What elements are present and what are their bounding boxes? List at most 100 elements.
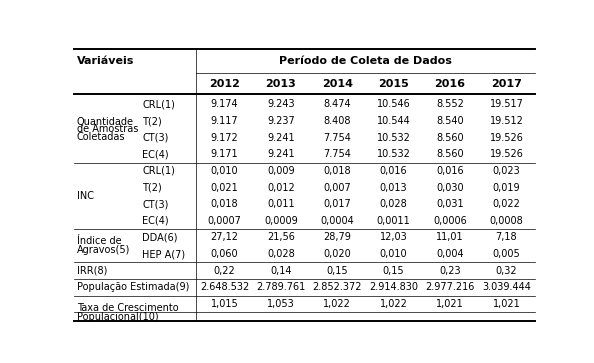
Text: 0,0008: 0,0008	[489, 216, 523, 226]
Text: 0,005: 0,005	[492, 249, 520, 259]
Text: 9.241: 9.241	[267, 149, 295, 159]
Text: Período de Coleta de Dados: Período de Coleta de Dados	[279, 56, 452, 66]
Text: 2.789.761: 2.789.761	[256, 282, 305, 292]
Text: 8.560: 8.560	[436, 149, 464, 159]
Text: 1,053: 1,053	[267, 299, 295, 309]
Text: 0,010: 0,010	[211, 166, 238, 176]
Text: 19.517: 19.517	[489, 99, 523, 109]
Text: INC: INC	[77, 191, 93, 201]
Text: 2014: 2014	[322, 79, 353, 89]
Text: Índice de: Índice de	[77, 236, 121, 246]
Text: 7.754: 7.754	[323, 133, 351, 143]
Text: EC(4): EC(4)	[143, 149, 169, 159]
Text: 0,022: 0,022	[492, 199, 520, 209]
Text: 0,016: 0,016	[380, 166, 407, 176]
Text: CT(3): CT(3)	[143, 133, 169, 143]
Text: 19.512: 19.512	[489, 116, 523, 126]
Text: 0,011: 0,011	[267, 199, 295, 209]
Text: 0,15: 0,15	[327, 266, 348, 276]
Text: 0,017: 0,017	[323, 199, 351, 209]
Text: 0,007: 0,007	[323, 183, 351, 193]
Text: 0,0011: 0,0011	[377, 216, 410, 226]
Text: 2.914.830: 2.914.830	[369, 282, 418, 292]
Text: 1,021: 1,021	[436, 299, 464, 309]
Text: HEP A(7): HEP A(7)	[143, 249, 185, 259]
Text: 2016: 2016	[434, 79, 466, 89]
Text: T(2): T(2)	[143, 183, 162, 193]
Text: 9.171: 9.171	[211, 149, 238, 159]
Text: 27,12: 27,12	[210, 232, 238, 242]
Text: 0,028: 0,028	[380, 199, 407, 209]
Text: 2017: 2017	[491, 79, 522, 89]
Text: de Amostras: de Amostras	[77, 125, 138, 134]
Text: 0,32: 0,32	[495, 266, 517, 276]
Text: 0,018: 0,018	[211, 199, 238, 209]
Text: 8.408: 8.408	[324, 116, 351, 126]
Text: 2.852.372: 2.852.372	[312, 282, 362, 292]
Text: 9.237: 9.237	[267, 116, 295, 126]
Text: 19.526: 19.526	[489, 149, 523, 159]
Text: 8.560: 8.560	[436, 133, 464, 143]
Text: 0,23: 0,23	[439, 266, 461, 276]
Text: 1,015: 1,015	[210, 299, 238, 309]
Text: 0,009: 0,009	[267, 166, 295, 176]
Text: 0,020: 0,020	[323, 249, 351, 259]
Text: 1,022: 1,022	[323, 299, 351, 309]
Text: 2015: 2015	[378, 79, 409, 89]
Text: 9.174: 9.174	[211, 99, 238, 109]
Text: 0,0009: 0,0009	[264, 216, 298, 226]
Text: 2.977.216: 2.977.216	[425, 282, 475, 292]
Text: População Estimada(9): População Estimada(9)	[77, 282, 189, 292]
Text: 0,010: 0,010	[380, 249, 407, 259]
Text: 0,021: 0,021	[210, 183, 238, 193]
Text: 10.532: 10.532	[377, 149, 410, 159]
Text: IRR(8): IRR(8)	[77, 266, 107, 276]
Text: 9.172: 9.172	[210, 133, 238, 143]
Text: 11,01: 11,01	[436, 232, 464, 242]
Text: Agravos(5): Agravos(5)	[77, 245, 130, 255]
Text: 3.039.444: 3.039.444	[482, 282, 531, 292]
Text: 9.241: 9.241	[267, 133, 295, 143]
Text: 0,031: 0,031	[436, 199, 464, 209]
Text: 0,018: 0,018	[323, 166, 351, 176]
Text: 0,004: 0,004	[436, 249, 464, 259]
Text: 2013: 2013	[266, 79, 296, 89]
Text: 8.474: 8.474	[323, 99, 351, 109]
Text: 8.540: 8.540	[436, 116, 464, 126]
Text: 12,03: 12,03	[380, 232, 407, 242]
Text: 0,023: 0,023	[492, 166, 520, 176]
Text: 0,028: 0,028	[267, 249, 295, 259]
Text: 0,0007: 0,0007	[207, 216, 241, 226]
Text: 0,016: 0,016	[436, 166, 464, 176]
Text: 8.552: 8.552	[436, 99, 464, 109]
Text: CRL(1): CRL(1)	[143, 166, 175, 176]
Text: CRL(1): CRL(1)	[143, 99, 175, 109]
Text: 10.532: 10.532	[377, 133, 410, 143]
Text: 9.117: 9.117	[211, 116, 238, 126]
Text: Populacional(10): Populacional(10)	[77, 312, 158, 322]
Text: 7.754: 7.754	[323, 149, 351, 159]
Text: Variáveis: Variáveis	[77, 56, 134, 66]
Text: T(2): T(2)	[143, 116, 162, 126]
Text: 28,79: 28,79	[323, 232, 351, 242]
Text: 0,019: 0,019	[492, 183, 520, 193]
Text: 0,0004: 0,0004	[320, 216, 354, 226]
Text: 9.243: 9.243	[267, 99, 295, 109]
Text: 1,021: 1,021	[492, 299, 520, 309]
Text: 0,14: 0,14	[270, 266, 292, 276]
Text: CT(3): CT(3)	[143, 199, 169, 209]
Text: 7,18: 7,18	[495, 232, 517, 242]
Text: 10.546: 10.546	[377, 99, 410, 109]
Text: 0,15: 0,15	[383, 266, 405, 276]
Text: 0,0006: 0,0006	[433, 216, 467, 226]
Text: 21,56: 21,56	[267, 232, 295, 242]
Text: 1,022: 1,022	[380, 299, 407, 309]
Text: 10.544: 10.544	[377, 116, 410, 126]
Text: 0,060: 0,060	[211, 249, 238, 259]
Text: Coletadas: Coletadas	[77, 132, 125, 142]
Text: EC(4): EC(4)	[143, 216, 169, 226]
Text: 0,013: 0,013	[380, 183, 407, 193]
Text: 0,22: 0,22	[214, 266, 235, 276]
Text: 0,012: 0,012	[267, 183, 295, 193]
Text: DDA(6): DDA(6)	[143, 232, 178, 242]
